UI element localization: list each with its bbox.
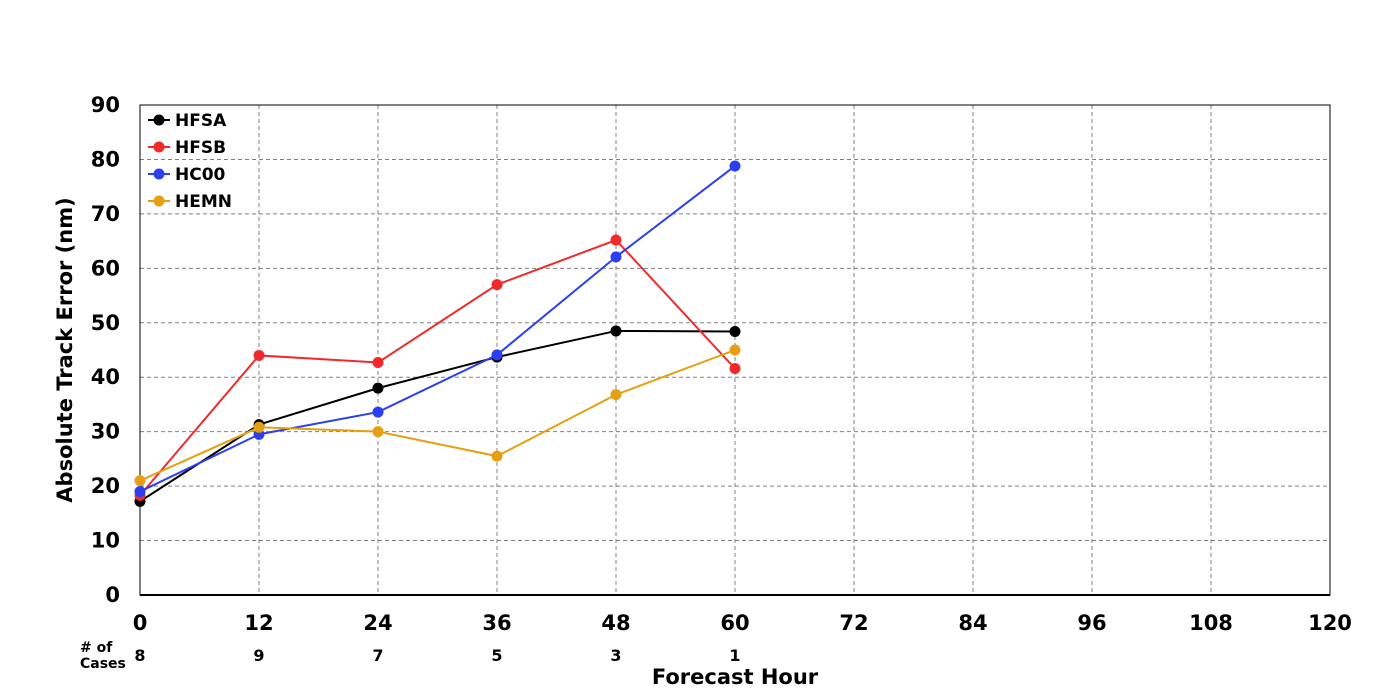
y-tick-label: 90 <box>91 93 120 117</box>
legend-label: HC00 <box>175 165 226 185</box>
y-tick-label: 40 <box>91 365 120 389</box>
data-point-hfsb <box>610 234 622 246</box>
x-tick-label: 0 <box>133 611 148 635</box>
case-count: 7 <box>372 646 383 665</box>
grid <box>140 105 1330 595</box>
data-point-hemn <box>372 426 384 438</box>
data-point-hfsb <box>372 357 384 369</box>
cases-label-line2: Cases <box>80 656 126 672</box>
x-tick-label: 84 <box>958 611 987 635</box>
data-point-hemn <box>610 389 622 401</box>
x-tick-label: 36 <box>482 611 511 635</box>
x-tick-label: 48 <box>601 611 630 635</box>
data-point-hc00 <box>491 349 503 361</box>
data-point-hc00 <box>134 486 146 498</box>
case-count: 1 <box>729 646 740 665</box>
plot-frame <box>139 104 1331 596</box>
x-axis-title: Forecast Hour <box>652 665 819 689</box>
y-tick-label: 10 <box>91 529 120 553</box>
data-point-hfsa <box>372 382 384 394</box>
case-count: 8 <box>134 646 145 665</box>
y-tick-label: 20 <box>91 474 120 498</box>
case-count: 3 <box>610 646 621 665</box>
case-count: 9 <box>253 646 264 665</box>
legend-marker <box>153 141 165 153</box>
data-point-hfsb <box>491 279 503 291</box>
legend-marker <box>153 114 165 126</box>
case-counts: # of Cases 8 9 7 5 3 1 <box>80 640 741 672</box>
x-tick-label: 12 <box>244 611 273 635</box>
data-point-hemn <box>253 421 265 433</box>
series-line-hfsa <box>139 329 736 503</box>
y-tick-label: 80 <box>91 147 120 171</box>
series-group <box>134 160 741 507</box>
x-tick-label: 108 <box>1189 611 1233 635</box>
series-line-hemn <box>139 349 736 482</box>
data-point-hemn <box>134 475 146 487</box>
legend-label: HFSB <box>175 138 226 158</box>
y-tick-label: 30 <box>91 420 120 444</box>
data-point-hc00 <box>610 251 622 263</box>
y-tick-label: 50 <box>91 311 120 335</box>
legend-marker <box>153 195 165 207</box>
data-point-hemn <box>729 344 741 356</box>
cases-label-line1: # of <box>80 640 113 656</box>
series-line-hc00 <box>139 165 736 493</box>
y-tick-label: 0 <box>105 583 120 607</box>
tick-labels: 0 12 24 36 48 60 72 84 96 108 120 0 10 20 30 40 50 60 70 80… <box>91 93 1352 635</box>
legend-marker <box>153 168 165 180</box>
legend-label: HFSA <box>175 111 227 131</box>
x-tick-label: 96 <box>1077 611 1106 635</box>
data-point-hfsa <box>610 325 622 337</box>
data-point-hfsb <box>253 349 265 361</box>
legend-label: HEMN <box>175 192 232 212</box>
data-point-hfsb <box>729 363 741 375</box>
legend: HFSA HFSB HC00 HEMN <box>148 111 232 212</box>
y-tick-label: 60 <box>91 256 120 280</box>
x-tick-label: 120 <box>1308 611 1352 635</box>
data-point-hc00 <box>729 160 741 172</box>
series-line-hfsb <box>139 238 736 497</box>
data-point-hc00 <box>372 406 384 418</box>
x-tick-label: 60 <box>720 611 749 635</box>
y-axis-title: Absolute Track Error (nm) <box>53 197 77 502</box>
data-point-hemn <box>491 450 503 462</box>
data-point-hfsa <box>729 325 741 337</box>
y-tick-label: 70 <box>91 202 120 226</box>
x-tick-label: 24 <box>363 611 392 635</box>
case-count: 5 <box>491 646 502 665</box>
x-tick-label: 72 <box>839 611 868 635</box>
